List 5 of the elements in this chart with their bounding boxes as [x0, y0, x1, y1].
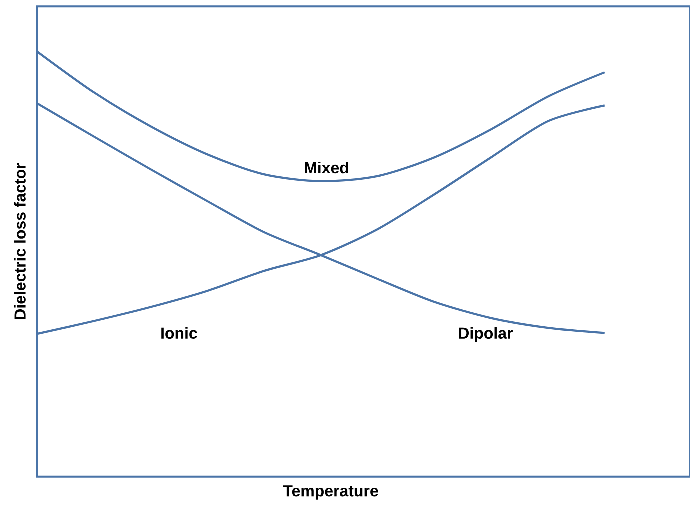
- x-axis-title: Temperature: [283, 486, 378, 500]
- series-label: Mixed: [305, 162, 348, 174]
- series-label: Ionic: [162, 327, 198, 340]
- y-axis-title: Dielectric loss factor: [14, 163, 26, 320]
- series-label: Dipolar: [459, 327, 513, 342]
